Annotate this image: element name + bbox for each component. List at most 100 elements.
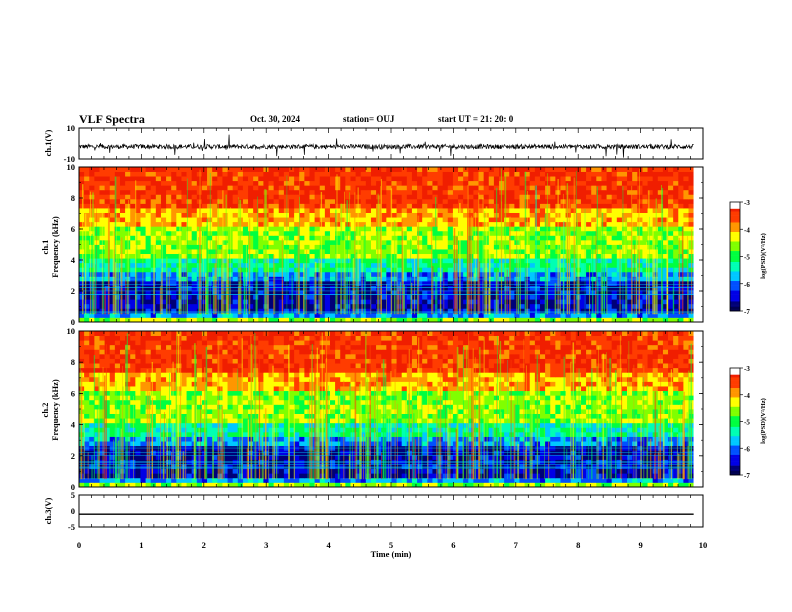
spectrogram-cell [463, 267, 469, 273]
spectrogram-cell [299, 198, 305, 204]
spectrogram-cell [627, 226, 633, 232]
spectrogram-cell [345, 230, 351, 236]
spectrogram-cell [94, 249, 100, 255]
spectrogram-cell [109, 303, 116, 309]
spectrogram-cell [539, 285, 546, 291]
sferic-streak [265, 189, 267, 315]
spectrogram-cell [145, 189, 152, 195]
spectrogram-cell [248, 253, 254, 259]
spectrogram-cell [452, 208, 459, 213]
spectrogram-cell [417, 271, 423, 277]
spectrogram-cell [632, 312, 638, 318]
spectrogram-cell [652, 171, 659, 177]
spectrogram-cell [135, 267, 141, 273]
spectrogram-cell [473, 262, 479, 268]
spectrogram-cell [119, 294, 126, 300]
spectrogram-cell [627, 180, 633, 186]
spectrogram-cell [130, 239, 136, 245]
spectrogram-cell [529, 208, 536, 213]
spectrogram-cell [166, 176, 172, 182]
spectrogram-cell [678, 171, 684, 177]
spectrogram-cell [458, 235, 464, 241]
spectrogram-cell [99, 473, 106, 479]
spectrogram-cell [483, 185, 490, 191]
spectrogram-cell [539, 299, 546, 305]
spectrogram-cell [529, 317, 536, 322]
spectrogram-cell [447, 299, 454, 305]
spectrogram-cell [504, 482, 510, 487]
spectrogram-cell [606, 230, 613, 236]
spectrogram-cell [386, 253, 392, 259]
spectrogram-cell [104, 294, 111, 300]
spectrogram-cell [319, 198, 326, 204]
spectrogram-cell [437, 189, 444, 195]
spectrogram-cell [201, 312, 208, 318]
spectrogram-cell [294, 198, 300, 204]
spectrogram-cell [601, 312, 607, 318]
spectrogram-cell [201, 271, 208, 277]
spectrogram-cell [150, 171, 157, 177]
spectrogram-cell [509, 239, 515, 245]
spectrogram-cell [565, 299, 572, 305]
spectrogram-cell [458, 180, 464, 186]
spectrogram-cell [273, 299, 280, 305]
spectrogram-cell [637, 180, 643, 186]
spectrogram-cell [606, 208, 613, 213]
spectrogram-cell [606, 303, 613, 309]
spectrogram-cell [84, 317, 90, 322]
spectrogram-cell [488, 299, 495, 305]
spectrogram-cell [483, 176, 490, 182]
spectrogram-cell [596, 171, 602, 177]
spectrogram-cell [114, 185, 121, 191]
spectrogram-cell [386, 235, 392, 241]
spectrogram-cell [145, 317, 152, 322]
spectrogram-cell [570, 230, 577, 236]
spectrogram-cell [401, 271, 408, 277]
spectrogram-cell [109, 271, 116, 277]
spectrogram-cell [591, 258, 597, 264]
spectrogram-cell [519, 267, 526, 273]
spectrogram-cell [621, 217, 628, 223]
spectrogram-cell [99, 477, 106, 483]
spectrogram-cell [529, 176, 536, 182]
spectrogram-cell [668, 244, 674, 250]
spectrogram-cell [289, 226, 295, 232]
spectrogram-cell [642, 262, 648, 268]
spectrogram-cell [160, 244, 167, 250]
spectrogram-cell [166, 258, 172, 264]
spectrogram-cell [171, 299, 177, 305]
spectrogram-cell [109, 290, 116, 296]
spectrogram-cell [509, 312, 515, 318]
spectrogram-cell [299, 473, 305, 479]
spectrogram-cell [601, 473, 607, 479]
spectrogram-cell [458, 203, 464, 209]
spectrogram-cell [171, 244, 177, 250]
spectrogram-cell [324, 167, 331, 172]
spectrogram-cell [294, 226, 300, 232]
spectrogram-cell [79, 285, 85, 291]
spectrogram-cell [309, 226, 316, 232]
spectrogram-cell [135, 290, 141, 296]
spectrogram-cell [642, 303, 648, 309]
spectrogram-cell [483, 189, 490, 195]
sferic-streak [286, 175, 288, 315]
spectrogram-cell [632, 258, 638, 264]
spectrogram-cell [381, 308, 387, 314]
spectrogram-cell [647, 299, 654, 305]
spectrogram-cell [401, 235, 408, 241]
spectrogram-cell [591, 208, 597, 213]
spectrogram-cell [145, 203, 152, 209]
spectrogram-cell [89, 212, 95, 218]
spectrogram-cell [191, 262, 198, 268]
spectrogram-cell [642, 171, 648, 177]
sferic-streak [346, 200, 348, 315]
spectrogram-cell [570, 294, 577, 300]
spectrogram-cell [329, 212, 336, 218]
spectrogram-cell [386, 312, 392, 318]
spectrogram-cell [191, 208, 198, 213]
spectrogram-cell [176, 477, 182, 483]
spectrogram-cell [437, 477, 444, 483]
spectrogram-cell [242, 194, 249, 200]
spectrogram-cell [242, 262, 249, 268]
spectrogram-cell [299, 482, 305, 487]
